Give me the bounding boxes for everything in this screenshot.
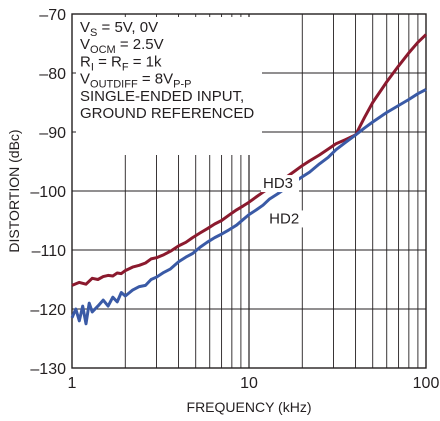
- x-axis-label: FREQUENCY (kHz): [187, 399, 312, 415]
- y-tick-label: –130: [30, 361, 66, 378]
- series-label-hd3: HD3: [263, 175, 293, 192]
- y-tick-label: –120: [30, 302, 66, 319]
- series-line-hd3: [71, 33, 428, 287]
- series-line-hd2: [70, 88, 427, 326]
- condition-line: VOUTDIFF = 8VP-P: [80, 71, 191, 91]
- x-tick-label: 10: [240, 375, 258, 392]
- condition-line: GROUND REFERENCED: [80, 105, 254, 122]
- y-axis-label: DISTORTION (dBc): [6, 129, 22, 252]
- series-lines: HD3 HD2: [70, 33, 428, 326]
- conditions-background: [76, 17, 262, 155]
- series-label-hd2: HD2: [269, 210, 299, 227]
- y-tick-label: –80: [39, 66, 66, 83]
- condition-line: VOCM = 2.5V: [80, 36, 164, 56]
- x-tick-label: 1: [68, 375, 77, 392]
- condition-line: VS = 5V, 0V: [80, 19, 158, 39]
- y-tick-label: –110: [32, 243, 67, 260]
- condition-line: RI = RF = 1k: [80, 53, 162, 73]
- series-label-background: [261, 175, 300, 193]
- tick-labels: 1 10 100 –70 –80 –90 –100 –110 –120 –130: [30, 7, 439, 392]
- series-label-background: [267, 210, 306, 228]
- y-tick-label: –90: [39, 125, 66, 142]
- plot-frame: [71, 13, 427, 369]
- y-tick-label: –70: [39, 7, 66, 24]
- x-tick-label: 100: [413, 375, 440, 392]
- condition-line: SINGLE-ENDED INPUT,: [80, 88, 244, 105]
- y-tick-label: –100: [30, 184, 66, 201]
